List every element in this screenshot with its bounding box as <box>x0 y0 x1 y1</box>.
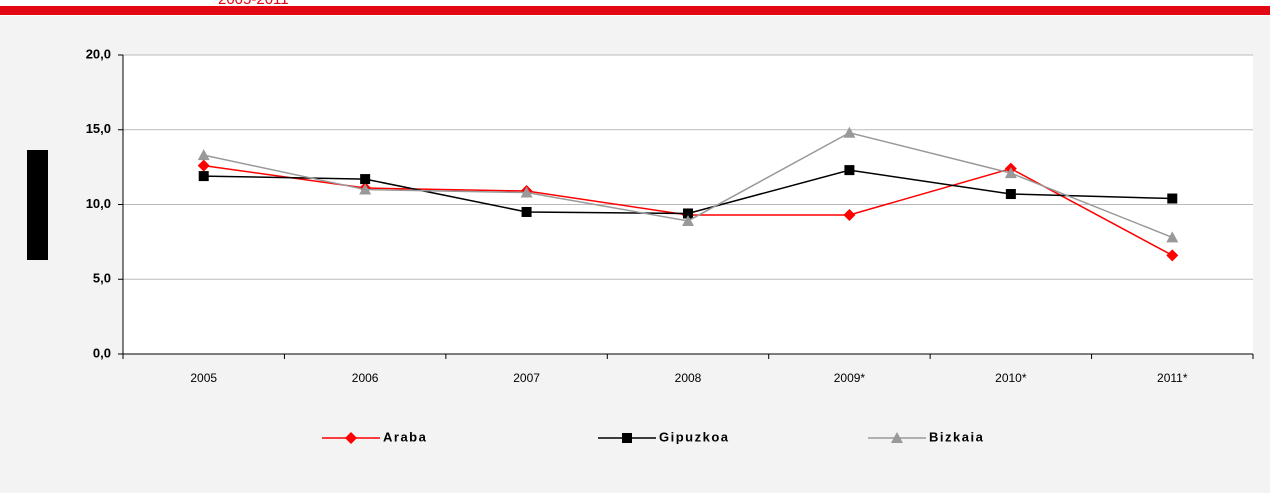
legend-label: Bizkaia <box>929 429 984 444</box>
marker <box>622 433 632 443</box>
x-tick-label: 2006 <box>352 371 379 385</box>
legend-label: Araba <box>383 429 427 444</box>
marker <box>844 165 855 176</box>
marker <box>843 208 856 221</box>
x-tick-label: 2007 <box>513 371 540 385</box>
marker <box>345 432 357 444</box>
marker <box>520 186 533 198</box>
redacted-axis-label <box>27 150 48 260</box>
marker <box>683 208 693 219</box>
marker <box>1167 193 1178 204</box>
y-tick-label: 0,0 <box>93 345 111 360</box>
marker <box>843 126 856 138</box>
marker <box>197 159 210 172</box>
y-tick-label: 15,0 <box>86 121 111 136</box>
marker <box>359 183 372 195</box>
marker <box>682 214 694 226</box>
marker <box>521 206 532 217</box>
marker <box>1166 249 1179 262</box>
x-tick-label: 2011* <box>1157 371 1188 385</box>
header-bar <box>0 6 1270 15</box>
y-tick-label: 10,0 <box>86 196 111 211</box>
chart-subtitle: 2005-2011 <box>218 0 289 8</box>
x-tick-label: 2010* <box>995 371 1027 385</box>
marker <box>360 174 371 185</box>
legend-label: Gipuzkoa <box>659 429 730 444</box>
marker <box>1004 167 1017 179</box>
x-tick-label: 2008 <box>675 371 702 385</box>
marker <box>198 171 209 182</box>
x-tick-label: 2005 <box>190 371 217 385</box>
marker <box>1166 231 1179 243</box>
marker <box>891 432 903 443</box>
marker <box>1005 189 1016 200</box>
y-tick-label: 5,0 <box>93 271 111 286</box>
x-tick-label: 2009* <box>834 371 866 385</box>
marker <box>197 149 210 161</box>
y-tick-label: 20,0 <box>86 46 111 61</box>
